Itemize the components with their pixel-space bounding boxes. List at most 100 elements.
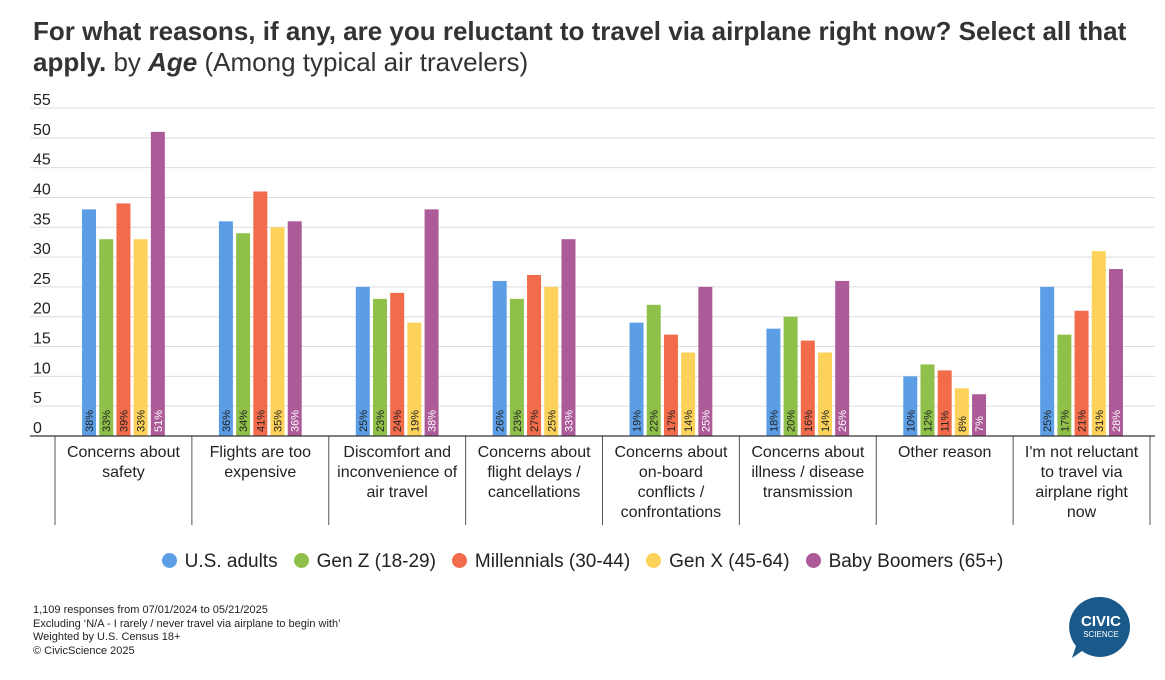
category-label: to travel via <box>1041 464 1123 481</box>
gridlines <box>30 107 1155 407</box>
category-label: on-board <box>639 464 703 481</box>
category-label: Other reason <box>898 444 991 461</box>
bar <box>424 209 439 436</box>
category-label: inconvenience of <box>337 464 458 481</box>
bar <box>800 340 815 436</box>
data-label: 38% <box>427 410 439 432</box>
legend-item: Gen Z (18-29) <box>293 551 436 573</box>
y-axis: 0 5 10 15 20 25 30 35 40 45 50 55 <box>33 92 51 437</box>
bar <box>561 239 576 436</box>
data-label: 24% <box>392 410 404 432</box>
legend-swatch <box>805 553 821 568</box>
footer-notes: 1,109 responses from 07/01/2024 to 05/21… <box>33 604 341 659</box>
category-label: conflicts / <box>638 484 705 501</box>
data-label: 25% <box>1042 410 1054 432</box>
bar <box>407 322 422 436</box>
bar <box>972 394 987 436</box>
data-label: 26% <box>495 410 507 432</box>
data-label: 17% <box>1059 410 1071 432</box>
legend-swatch <box>646 553 662 568</box>
data-label: 41% <box>255 410 267 432</box>
data-label: 18% <box>768 410 780 432</box>
data-label: 10% <box>905 410 917 432</box>
data-label: 8% <box>957 416 969 432</box>
bar <box>390 292 405 436</box>
legend-swatch <box>293 553 309 568</box>
y-tick-label: 40 <box>33 181 51 198</box>
logo-bubble <box>1069 596 1130 658</box>
y-tick-label: 55 <box>33 92 51 109</box>
legend-item: Gen X (45-64) <box>646 551 790 573</box>
bar <box>1091 251 1106 436</box>
data-label: 14% <box>820 410 832 432</box>
category-label: Concerns about <box>478 444 592 461</box>
data-label: 51% <box>153 410 165 432</box>
category-label: Concerns about <box>751 444 865 461</box>
logo-text-science: SCIENCE <box>1083 630 1119 639</box>
bar <box>783 316 798 436</box>
x-axis: Concerns about safety Flights are too expen… <box>30 435 1155 525</box>
bar <box>681 352 696 436</box>
data-label: 16% <box>803 410 815 432</box>
category-label: safety <box>102 464 145 481</box>
legend-item: U.S. adults <box>161 551 278 573</box>
category-label: Concerns about <box>614 444 728 461</box>
data-label: 14% <box>683 410 695 432</box>
bar <box>818 352 833 436</box>
data-label: 25% <box>546 410 558 432</box>
bar <box>937 370 952 436</box>
bar <box>698 286 713 436</box>
category-label: Concerns about <box>67 444 181 461</box>
y-tick-label: 15 <box>33 331 51 348</box>
data-label: 33% <box>136 410 148 432</box>
data-label: 20% <box>786 410 798 432</box>
title-question: For what reasons, if any, are you reluct… <box>33 16 1127 77</box>
category-label: flight delays / <box>487 464 581 481</box>
data-label: 35% <box>273 410 285 432</box>
bar <box>544 286 559 436</box>
legend: U.S. adults Gen Z (18-29) Millennials (30-… <box>0 551 1165 573</box>
legend-label: Gen X (45-64) <box>669 551 790 572</box>
y-tick-label: 45 <box>33 152 51 169</box>
data-label: 34% <box>238 410 250 432</box>
bar <box>287 221 302 436</box>
bar <box>253 191 268 436</box>
bar <box>954 388 969 436</box>
data-label: 28% <box>1111 410 1123 432</box>
legend-swatch <box>161 553 177 568</box>
legend-label: Gen Z (18-29) <box>316 551 436 572</box>
logo-text-civic: CIVIC <box>1081 613 1121 630</box>
legend-item: Baby Boomers (65+) <box>805 551 1003 573</box>
y-tick-label: 30 <box>33 241 51 258</box>
data-label: 25% <box>358 410 370 432</box>
footer-line: Weighted by U.S. Census 18+ <box>33 631 181 644</box>
bar <box>1057 334 1072 436</box>
bar <box>1040 286 1055 436</box>
bar <box>492 280 507 436</box>
category-label: illness / disease <box>751 464 864 481</box>
data-label: 36% <box>221 410 233 432</box>
y-tick-label: 20 <box>33 301 51 318</box>
bar <box>903 376 918 436</box>
data-label: 11% <box>940 411 952 432</box>
data-label: 22% <box>649 410 661 432</box>
bars: 38% 33% 39% 33% 51% 36% 34% 41% 35% 36% 25% 23% 24% 1… <box>82 131 1123 436</box>
y-tick-label: 35 <box>33 211 51 228</box>
data-label: 21% <box>1077 410 1089 432</box>
data-label: 38% <box>84 410 96 432</box>
category-label: now <box>1067 504 1097 521</box>
bar <box>82 209 97 436</box>
category-label: airplane right <box>1035 484 1128 501</box>
data-label: 31% <box>1094 410 1106 432</box>
y-tick-label: 0 <box>33 420 42 437</box>
bar <box>766 328 781 436</box>
bar <box>835 280 850 436</box>
bar <box>1108 269 1123 436</box>
chart-title: For what reasons, if any, are you reluct… <box>33 16 1158 78</box>
bar <box>527 274 542 436</box>
data-label: 33% <box>101 410 113 432</box>
data-label: 19% <box>409 410 421 432</box>
bar-chart: 0 5 10 15 20 25 30 35 40 45 50 55 38% 33% 39% 33% 51% 36… <box>30 92 1155 525</box>
bar <box>133 239 148 436</box>
data-label: 25% <box>700 410 712 432</box>
